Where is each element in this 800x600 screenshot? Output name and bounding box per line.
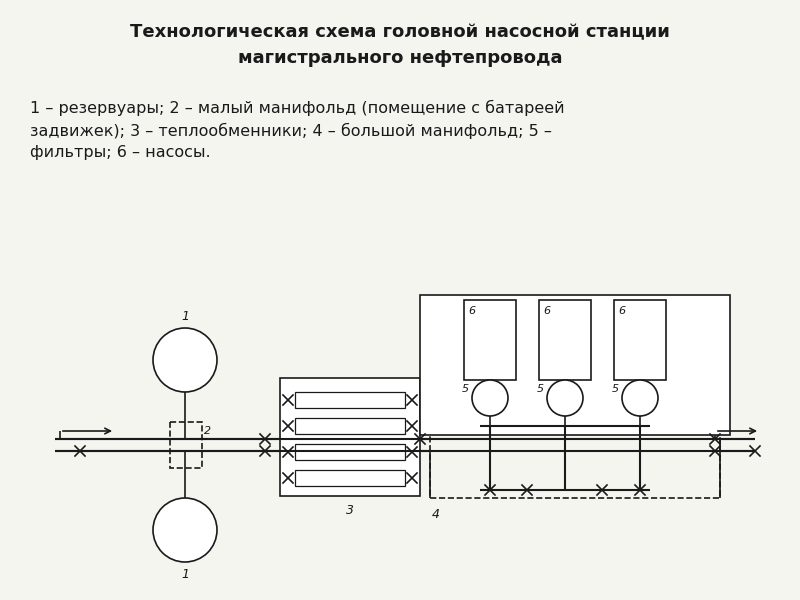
Circle shape [472,380,508,416]
Bar [280,378,420,496]
Text: 6: 6 [468,306,475,316]
Circle shape [547,380,583,416]
Bar [295,392,405,408]
Text: 5: 5 [537,384,544,394]
Bar [420,295,730,435]
Bar [295,444,405,460]
Text: 3: 3 [346,503,354,517]
Text: 6: 6 [543,306,550,316]
Text: 1: 1 [181,568,189,581]
Text: Технологическая схема головной насосной станции: Технологическая схема головной насосной … [130,23,670,41]
Circle shape [153,498,217,562]
Text: 6: 6 [618,306,625,316]
Bar [539,300,591,380]
Text: магистрального нефтепровода: магистрального нефтепровода [238,49,562,67]
Bar [295,470,405,486]
Circle shape [153,328,217,392]
Text: 2: 2 [204,426,211,436]
Text: 5: 5 [612,384,619,394]
Text: 4: 4 [432,508,440,521]
Text: 1 – резервуары; 2 – малый манифольд (помещение с батареей
задвижек); 3 – теплооб: 1 – резервуары; 2 – малый манифольд (пом… [30,100,565,160]
Text: 5: 5 [462,384,469,394]
Bar [614,300,666,380]
Bar [170,422,202,468]
Text: 1: 1 [181,310,189,323]
Circle shape [622,380,658,416]
Bar [430,418,720,498]
Bar [464,300,516,380]
Bar [295,418,405,434]
